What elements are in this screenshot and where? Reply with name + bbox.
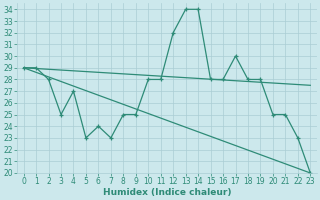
- X-axis label: Humidex (Indice chaleur): Humidex (Indice chaleur): [103, 188, 231, 197]
